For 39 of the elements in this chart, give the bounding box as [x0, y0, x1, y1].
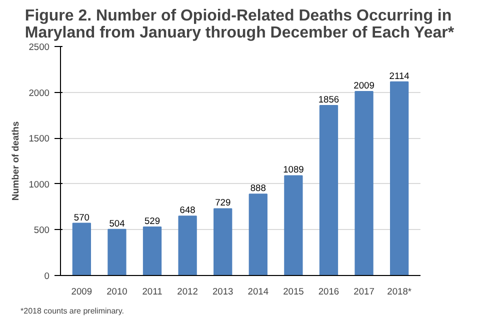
y-tick-label: 1000: [28, 179, 50, 190]
y-axis-title: Number of deaths: [10, 121, 21, 201]
x-tick-label: 2010: [106, 286, 128, 296]
x-tick-label: 2009: [71, 286, 92, 296]
data-label: 1856: [318, 94, 340, 104]
y-tick-label: 2500: [28, 42, 50, 52]
bar: [142, 226, 162, 276]
x-tick-label: 2015: [283, 286, 304, 296]
x-tick-label: 2017: [354, 286, 374, 296]
chart-title: Figure 2. Number of Opioid-Related Deaths Occurring in Maryland from January through December of Each Year*: [24, 8, 455, 42]
y-tick-label: 1500: [28, 134, 50, 144]
data-label: 729: [215, 198, 231, 208]
text: *2018 counts are preliminary.: [20, 306, 124, 316]
bar: [178, 216, 197, 276]
x-tick-label: 2014: [248, 286, 269, 296]
data-label: 888: [250, 183, 266, 194]
y-tick-label: 2000: [28, 88, 50, 98]
data-label: 2009: [354, 80, 374, 90]
data-label: 570: [74, 212, 90, 222]
x-tick-label: 2013: [212, 286, 234, 296]
bar: [214, 208, 232, 276]
bar: [72, 222, 91, 276]
x-tick-label: 2011: [142, 286, 162, 296]
bar: [390, 81, 409, 276]
data-label: 2114: [389, 70, 410, 81]
data-label: 648: [180, 205, 196, 216]
y-tick-label: 500: [34, 225, 50, 236]
data-label: 529: [144, 216, 160, 226]
bar: [108, 228, 126, 276]
bar: [284, 175, 303, 276]
x-tick-label: 2018*: [387, 286, 412, 296]
x-tick-label: 2016: [318, 286, 340, 296]
y-tick-label: 0: [44, 271, 50, 281]
data-label: 504: [109, 218, 125, 228]
data-label: 1089: [283, 164, 304, 175]
bar: [248, 194, 268, 276]
x-tick-label: 2012: [177, 286, 198, 296]
bar: [354, 90, 374, 276]
bar: [319, 104, 338, 276]
